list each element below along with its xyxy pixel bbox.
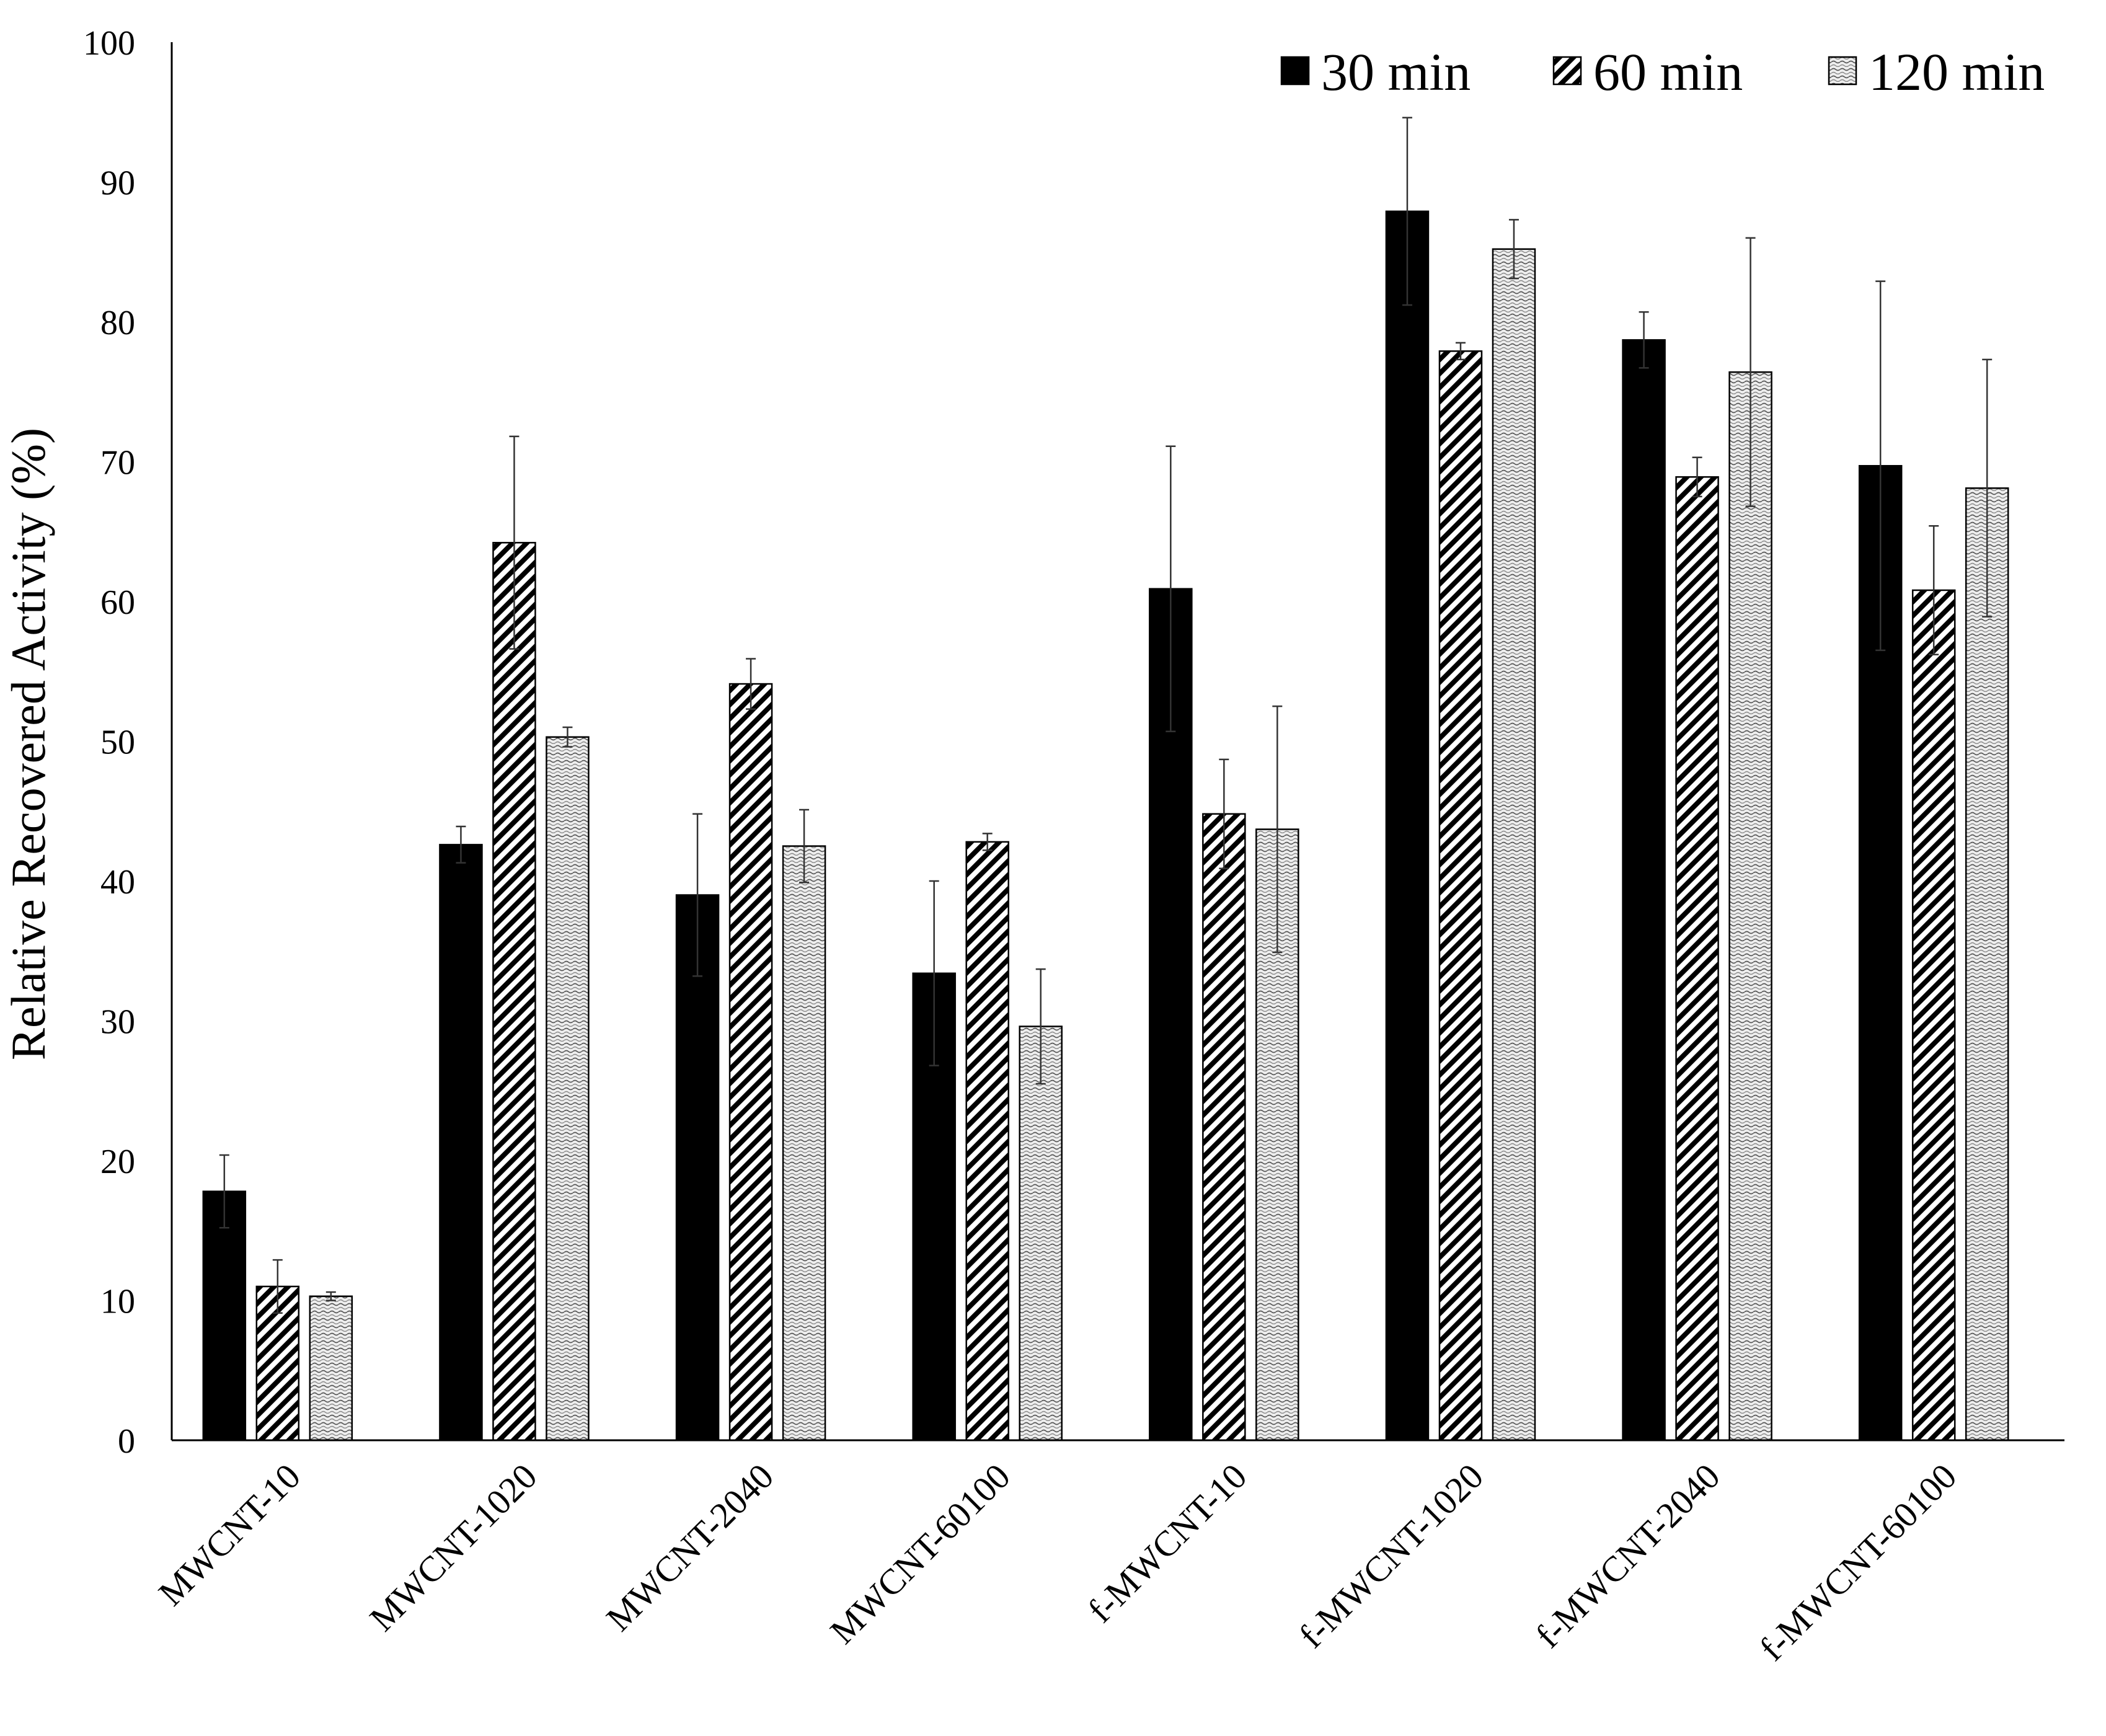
bar-f-mwcnt-2040-60-min (1675, 476, 1719, 1442)
legend-label-120-min: 120 min (1869, 42, 2045, 102)
error-bar-f-mwcnt-10-60-min (1219, 758, 1229, 869)
bar-mwcnt-2040-30-min (675, 894, 720, 1442)
error-bar-f-mwcnt-2040-30-min (1639, 311, 1649, 369)
y-tick-label: 80 (100, 304, 135, 342)
x-tick-label: MWCNT-60100 (822, 1456, 1018, 1652)
bar-f-mwcnt-2040-30-min (1622, 339, 1666, 1442)
bar-mwcnt-2040-60-min (728, 683, 773, 1442)
legend-label-30-min: 30 min (1321, 42, 1471, 102)
bar-f-mwcnt-2040-120-min (1728, 371, 1772, 1442)
x-tick-label: f-MWCNT-60100 (1751, 1456, 1964, 1668)
error-bar-mwcnt-1020-120-min (562, 726, 573, 748)
legend-label-60-min: 60 min (1593, 42, 1743, 102)
legend-swatch-60-min (1552, 56, 1582, 86)
error-bar-f-mwcnt-60100-120-min (1982, 358, 1993, 618)
error-bar-mwcnt-10-30-min (219, 1154, 229, 1229)
error-bar-f-mwcnt-60100-30-min (1875, 280, 1886, 652)
error-bar-f-mwcnt-60100-60-min (1929, 525, 1939, 655)
y-tick-label: 60 (100, 583, 135, 622)
error-bar-f-mwcnt-1020-30-min (1402, 117, 1412, 306)
bar-mwcnt-2040-120-min (782, 845, 826, 1442)
y-tick-label: 100 (83, 24, 135, 63)
y-tick-label: 70 (100, 444, 135, 482)
y-tick-label: 50 (100, 724, 135, 762)
x-tick-label: MWCNT-10 (151, 1456, 308, 1613)
error-bar-mwcnt-10-120-min (325, 1291, 336, 1301)
legend-swatch-120-min (1828, 56, 1857, 86)
x-tick-label: f-MWCNT-1020 (1291, 1456, 1491, 1655)
error-bar-mwcnt-60100-60-min (982, 833, 993, 851)
error-bar-f-mwcnt-1020-120-min (1508, 219, 1519, 280)
y-axis-title: Relative Recovered Activity (%) (1, 428, 55, 1060)
error-bar-mwcnt-2040-60-min (746, 658, 756, 710)
x-tick-label: MWCNT-1020 (362, 1456, 545, 1639)
error-bar-mwcnt-10-60-min (272, 1259, 283, 1314)
x-axis-labels: MWCNT-10 MWCNT-1020 MWCNT-2040 MWCNT-60100 f… (151, 1456, 1964, 1668)
error-bar-mwcnt-1020-30-min (456, 825, 466, 864)
bar-mwcnt-1020-60-min (492, 542, 536, 1442)
y-tick-label: 40 (100, 863, 135, 901)
y-axis-ticks: 0 10 20 30 40 50 60 70 80 90 100 (83, 24, 135, 1461)
bar-f-mwcnt-1020-120-min (1492, 248, 1536, 1442)
error-bars (219, 117, 1993, 1314)
y-tick-label: 90 (100, 164, 135, 203)
y-tick-label: 10 (100, 1283, 135, 1321)
bar-mwcnt-1020-30-min (439, 844, 483, 1442)
error-bar-f-mwcnt-10-30-min (1166, 445, 1176, 732)
bar-f-mwcnt-60100-120-min (1965, 487, 2009, 1442)
x-tick-label: f-MWCNT-10 (1080, 1456, 1254, 1630)
legend-swatch-30-min (1280, 56, 1310, 86)
x-tick-label: f-MWCNT-2040 (1528, 1456, 1727, 1655)
bar-f-mwcnt-10-60-min (1202, 813, 1246, 1442)
bar-mwcnt-60100-120-min (1019, 1025, 1063, 1442)
x-tick-label: MWCNT-2040 (598, 1456, 781, 1639)
bar-f-mwcnt-10-30-min (1149, 588, 1193, 1442)
error-bar-mwcnt-2040-30-min (692, 813, 703, 977)
bars (202, 210, 2009, 1442)
bar-mwcnt-10-30-min (202, 1190, 247, 1442)
error-bar-mwcnt-60100-120-min (1035, 968, 1046, 1085)
bar-f-mwcnt-1020-60-min (1438, 350, 1483, 1442)
error-bar-mwcnt-1020-60-min (509, 435, 520, 650)
error-bar-f-mwcnt-1020-60-min (1455, 342, 1466, 361)
error-bar-mwcnt-2040-120-min (799, 808, 810, 884)
error-bar-f-mwcnt-2040-120-min (1745, 237, 1756, 507)
bar-mwcnt-60100-60-min (965, 841, 1009, 1442)
error-bar-mwcnt-60100-30-min (929, 880, 939, 1066)
error-bar-f-mwcnt-2040-60-min (1692, 456, 1702, 498)
error-bar-f-mwcnt-10-120-min (1272, 705, 1283, 954)
y-tick-label: 0 (118, 1422, 135, 1461)
y-tick-label: 20 (100, 1143, 135, 1181)
legend: 30 min 60 min 120 min (1280, 42, 2045, 102)
bar-f-mwcnt-60100-60-min (1911, 589, 1956, 1442)
y-tick-label: 30 (100, 1003, 135, 1042)
bar-mwcnt-10-120-min (309, 1295, 353, 1442)
bar-f-mwcnt-1020-30-min (1385, 210, 1430, 1442)
bar-mwcnt-1020-120-min (546, 736, 590, 1442)
